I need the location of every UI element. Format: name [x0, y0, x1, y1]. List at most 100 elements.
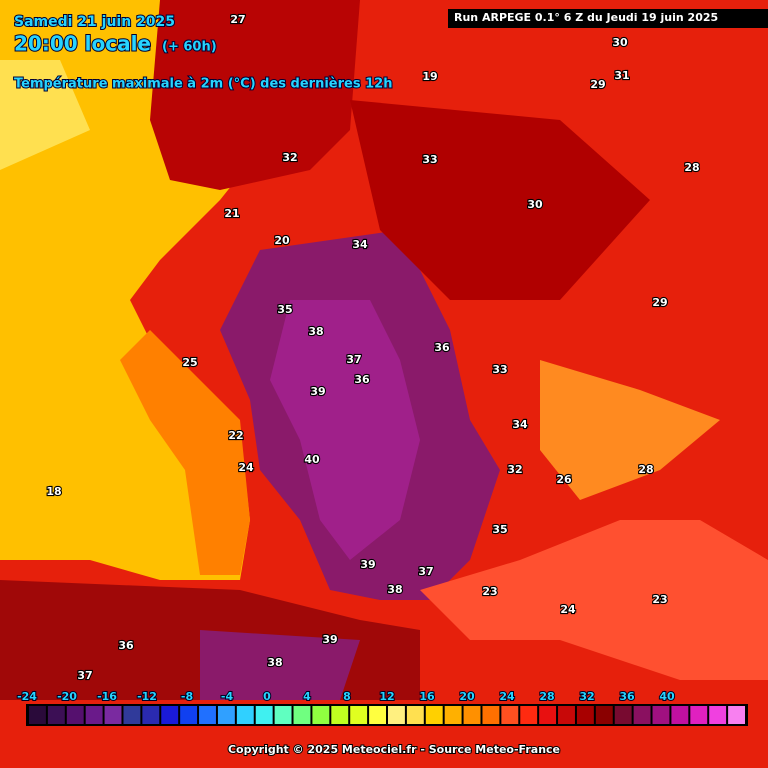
temperature-label: 32	[282, 151, 297, 164]
scale-label: 8	[343, 690, 351, 703]
run-box	[448, 9, 768, 28]
scale-swatch	[690, 706, 708, 724]
scale-label: 36	[619, 690, 635, 703]
scale-label: 24	[499, 690, 515, 703]
scale-label: 0	[263, 690, 271, 703]
scale-swatch	[652, 706, 670, 724]
scale-swatch	[709, 706, 727, 724]
temperature-label: 19	[422, 70, 437, 83]
temperature-label: 22	[228, 429, 243, 442]
scale-swatch	[47, 706, 65, 724]
scale-swatch	[576, 706, 594, 724]
scale-swatch	[558, 706, 575, 724]
scale-swatch	[728, 706, 745, 724]
scale-label: 16	[419, 690, 435, 703]
temperature-label: 23	[652, 593, 667, 606]
temperature-label: 33	[422, 153, 437, 166]
scale-swatch	[444, 706, 462, 724]
temperature-label: 28	[638, 463, 653, 476]
scale-swatch	[236, 706, 254, 724]
copyright: Copyright © 2025 Meteociel.fr - Source M…	[228, 743, 560, 756]
scale-swatch	[142, 706, 160, 724]
temperature-label: 37	[346, 353, 361, 366]
benelux-germany	[350, 100, 650, 300]
temperature-label: 20	[274, 234, 290, 247]
scale-label: -12	[137, 690, 157, 703]
temperature-label: 40	[304, 453, 320, 466]
scale-label: -16	[97, 690, 117, 703]
scale-swatch	[123, 706, 141, 724]
temperature-label: 27	[230, 13, 245, 26]
temperature-label: 39	[310, 385, 325, 398]
temperature-label: 29	[590, 78, 605, 91]
scale-swatch	[331, 706, 349, 724]
scale-swatch	[501, 706, 519, 724]
temperature-label: 24	[238, 461, 254, 474]
temperature-label: 36	[118, 639, 134, 652]
temperature-label: 38	[267, 656, 282, 669]
scale-swatch	[425, 706, 443, 724]
time: 20:00 locale	[14, 32, 151, 56]
scale-swatch	[406, 706, 424, 724]
temperature-label: 26	[556, 473, 572, 486]
temperature-label: 30	[612, 36, 628, 49]
scale-swatch	[482, 706, 500, 724]
scale-swatch	[595, 706, 613, 724]
temperature-label: 32	[507, 463, 522, 476]
iberia-hot	[200, 630, 360, 700]
mediterranean	[420, 520, 768, 680]
scale-swatch	[388, 706, 405, 724]
scale-swatch	[104, 706, 122, 724]
scale-swatch	[614, 706, 632, 724]
scale-label: 20	[459, 690, 475, 703]
temperature-label: 23	[482, 585, 497, 598]
temperature-label: 37	[77, 669, 92, 682]
scale-swatch	[255, 706, 273, 724]
france-core	[270, 300, 420, 560]
color-scale: -24 -20 -16 -12 -8 -4 0 4 8 12 16 20 24 28 32 36 40	[16, 689, 748, 726]
temperature-label: 24	[560, 603, 576, 616]
temperature-label: 35	[492, 523, 507, 536]
scale-swatch	[350, 706, 368, 724]
run-info: Run ARPEGE 0.1° 6 Z du Jeudi 19 juin 202…	[454, 11, 718, 24]
temperature-label: 37	[418, 565, 433, 578]
scale-label: 12	[379, 690, 394, 703]
scale-label: -4	[221, 690, 234, 703]
scale-swatch	[199, 706, 216, 724]
scale-swatch	[85, 706, 103, 724]
scale-swatch	[520, 706, 538, 724]
scale-label: 4	[303, 690, 311, 703]
alps	[540, 360, 720, 500]
temperature-label: 25	[182, 356, 197, 369]
scale-label: 32	[579, 690, 594, 703]
scale-swatch	[293, 706, 311, 724]
scale-swatch	[217, 706, 235, 724]
scale-swatch	[180, 706, 198, 724]
temperature-label: 39	[360, 558, 375, 571]
scale-swatch	[274, 706, 292, 724]
temperature-label: 30	[527, 198, 543, 211]
temperature-label: 34	[512, 418, 528, 431]
lead: (+ 60h)	[162, 40, 217, 55]
temperature-label: 35	[277, 303, 292, 316]
temperature-label: 18	[46, 485, 61, 498]
scale-swatch	[463, 706, 481, 724]
britain	[150, 0, 360, 190]
ocean-yellow	[0, 60, 90, 170]
temperature-label: 21	[224, 207, 239, 220]
bay-orange	[120, 330, 250, 575]
temperature-label: 31	[614, 69, 629, 82]
temperature-label: 28	[684, 161, 699, 174]
scale-label: -24	[17, 690, 37, 703]
temperature-label: 38	[308, 325, 323, 338]
scale-swatch	[671, 706, 689, 724]
temperature-label: 36	[354, 373, 370, 386]
scale-swatch	[66, 706, 84, 724]
scale-swatch	[633, 706, 651, 724]
scale-label: -20	[57, 690, 77, 703]
scale-swatch	[312, 706, 330, 724]
field: Température maximale à 2m (°C) des derni…	[14, 77, 392, 92]
scale-swatch	[369, 706, 386, 724]
date: Samedi 21 juin 2025	[14, 14, 175, 30]
